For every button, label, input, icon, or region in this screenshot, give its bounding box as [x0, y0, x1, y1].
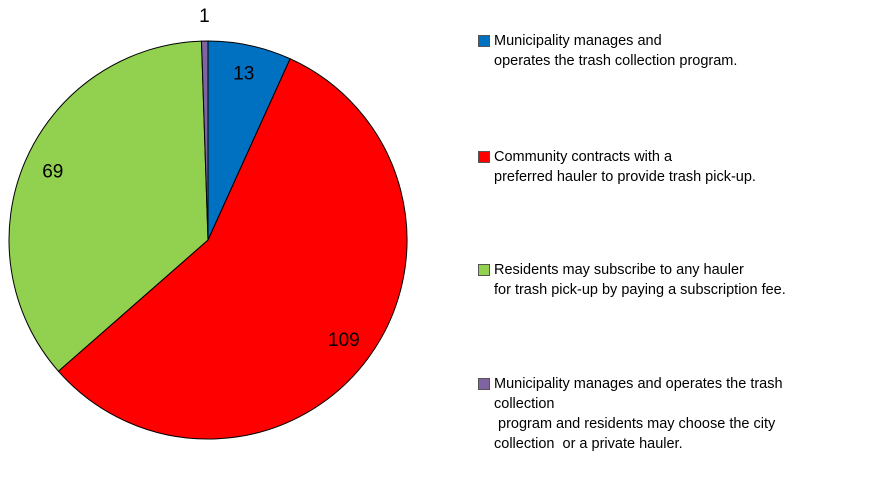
legend-entry: Residents may subscribe to any hauler fo…	[478, 260, 786, 300]
legend-label: Residents may subscribe to any hauler fo…	[494, 262, 786, 298]
legend-label: Municipality manages and operates the tr…	[494, 33, 738, 69]
pie-slice	[8, 40, 209, 372]
slice-label: 13	[233, 64, 254, 85]
legend-entry: Municipality manages and operates the tr…	[478, 374, 783, 454]
legend-swatch	[478, 264, 490, 276]
pie-chart: 13 109 69 1	[8, 6, 408, 440]
legend-swatch	[478, 35, 490, 47]
pie-slice	[57, 58, 408, 440]
pie-slice	[200, 40, 209, 241]
legend-label: Municipality manages and operates the tr…	[494, 376, 783, 452]
legend-label: Community contracts with a preferred hau…	[494, 149, 756, 185]
slice-label: 1	[199, 6, 210, 27]
legend-swatch	[478, 151, 490, 163]
slice-label: 109	[328, 330, 360, 351]
legend-swatch	[478, 378, 490, 390]
slice-label: 69	[42, 162, 63, 183]
legend-entry: Municipality manages and operates the tr…	[478, 31, 737, 71]
legend-entry: Community contracts with a preferred hau…	[478, 147, 756, 187]
